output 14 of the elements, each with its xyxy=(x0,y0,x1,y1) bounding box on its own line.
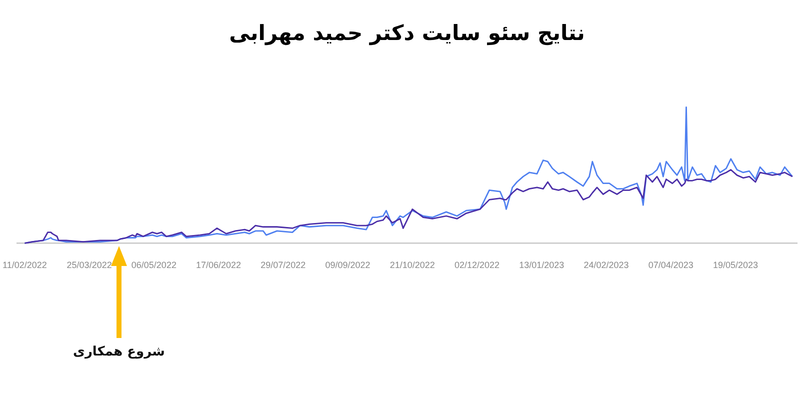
x-tick-label: 02/12/2022 xyxy=(454,260,500,270)
x-tick-label: 06/05/2022 xyxy=(131,260,176,270)
x-tick-label: 21/10/2022 xyxy=(390,260,435,270)
x-tick-label: 13/01/2023 xyxy=(519,260,564,270)
x-tick-label: 11/02/2022 xyxy=(2,260,47,270)
x-tick-label: 09/09/2022 xyxy=(325,260,370,270)
x-tick-label: 17/06/2022 xyxy=(196,260,242,270)
x-tick-label: 25/03/2022 xyxy=(66,260,112,270)
x-tick-label: 19/05/2023 xyxy=(712,260,758,270)
x-tick-label: 29/07/2022 xyxy=(260,260,306,270)
text: شروع همکاری xyxy=(73,344,165,360)
chart-title: نتایج سئو سایت دکتر حمید مهرابی xyxy=(229,21,585,46)
x-tick-label: 07/04/2023 xyxy=(648,260,694,270)
x-tick-label: 24/02/2023 xyxy=(584,260,629,270)
